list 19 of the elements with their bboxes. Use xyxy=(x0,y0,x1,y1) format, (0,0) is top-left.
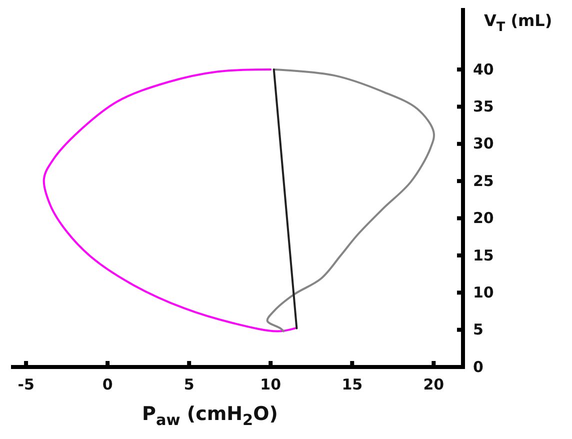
y-tick-label: 40 xyxy=(473,60,494,78)
y-tick-label: 30 xyxy=(473,134,494,153)
x-tick-label: 15 xyxy=(342,376,363,394)
y-axis-title: V$_{T}$ (mL) xyxy=(484,11,552,35)
x-tick-label: 5 xyxy=(184,376,194,394)
y-tick-label: 5 xyxy=(473,320,484,339)
y-tick-label: 25 xyxy=(473,172,494,190)
x-tick-label: 0 xyxy=(102,376,113,394)
x-tick-label: 10 xyxy=(260,376,282,394)
x-tick-label: 20 xyxy=(423,376,444,394)
y-tick-label: 35 xyxy=(473,97,494,116)
y-tick-label: 0 xyxy=(473,358,484,376)
line-series xyxy=(42,68,296,332)
y-tick-label: 15 xyxy=(473,246,494,264)
y-tick-label: 20 xyxy=(473,209,494,228)
x-axis-title: P$_{aw}$ (cmH$_{2}$O) xyxy=(142,403,278,430)
y-tick-label: 10 xyxy=(473,283,494,302)
x-tick-label: -5 xyxy=(18,376,34,394)
line-series xyxy=(266,68,435,332)
